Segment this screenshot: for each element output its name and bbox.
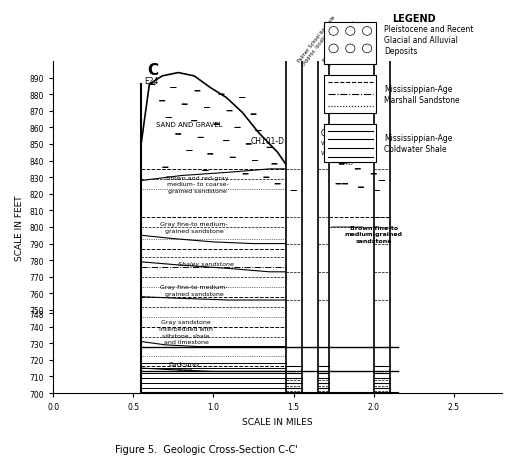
Text: Gray fine-to medium-
grained sandstone: Gray fine-to medium- grained sandstone	[160, 285, 228, 296]
Bar	[324, 124, 376, 162]
Text: W4D: W4D	[321, 140, 336, 146]
Bar	[324, 75, 376, 114]
Text: W12D: W12D	[321, 151, 340, 156]
Text: Shaley sandstone: Shaley sandstone	[177, 262, 233, 266]
Text: Palmer School borehole
(Approx. location): Palmer School borehole (Approx. location…	[297, 15, 341, 67]
Text: SAND AND GRAVEL: SAND AND GRAVEL	[156, 122, 223, 128]
Text: Pleistocene and Recent
Glacial and Alluvial
Deposits: Pleistocene and Recent Glacial and Alluv…	[384, 25, 473, 56]
Text: Gray fine-to medium-
grained sandstone: Gray fine-to medium- grained sandstone	[160, 222, 228, 233]
Text: CH199-I: CH199-I	[321, 129, 352, 138]
Text: LEGEND: LEGEND	[392, 14, 435, 24]
Text: C: C	[336, 144, 347, 159]
Text: Mississippian-Age
Coldwater Shale: Mississippian-Age Coldwater Shale	[384, 134, 452, 153]
Text: E24: E24	[145, 77, 159, 86]
Text: Dark-gray
shale: Dark-gray shale	[169, 361, 201, 372]
Y-axis label: SCALE IN FEET: SCALE IN FEET	[15, 195, 24, 260]
Bar	[324, 23, 376, 65]
Text: Figure 5.  Geologic Cross-Section C-C': Figure 5. Geologic Cross-Section C-C'	[115, 444, 298, 454]
Text: Gray sandstone
interbedded with
siltstone, shale
and limestone: Gray sandstone interbedded with siltston…	[159, 319, 213, 344]
Text: Brown fine-to
medium-grained
sandstone: Brown fine-to medium-grained sandstone	[345, 225, 403, 243]
Text: C: C	[147, 62, 158, 78]
Text: Mississippian-Age
Marshall Sandstone: Mississippian-Age Marshall Sandstone	[384, 84, 460, 105]
X-axis label: SCALE IN MILES: SCALE IN MILES	[242, 417, 313, 425]
Text: Finger Lakes formed
(Approx. location): Finger Lakes formed (Approx. location)	[323, 21, 362, 67]
Text: CH101-D: CH101-D	[251, 137, 285, 146]
Text: W4D: W4D	[339, 160, 354, 165]
Text: Brown and red-gray
medium- to coarse-
grained sandstone: Brown and red-gray medium- to coarse- gr…	[166, 175, 229, 194]
